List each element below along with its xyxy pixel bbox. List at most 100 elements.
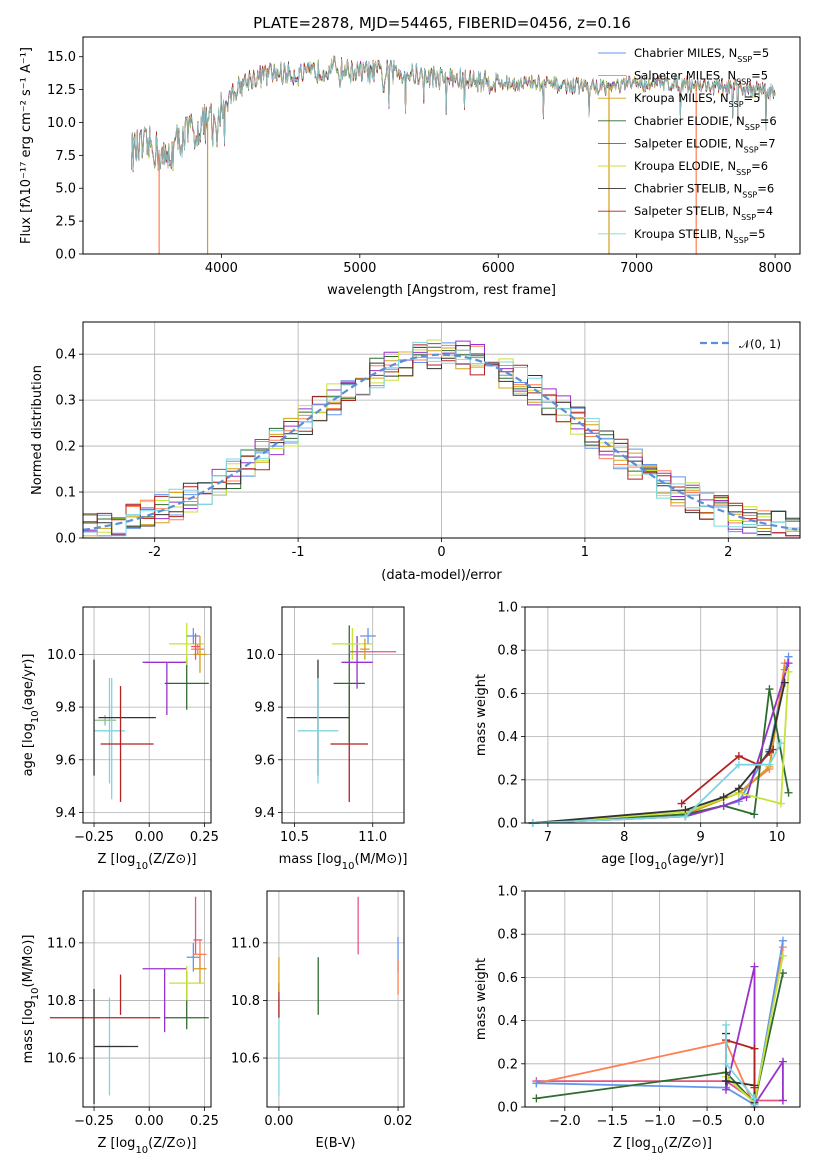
errorbar-point [169, 965, 205, 1001]
weight-marker [778, 1096, 787, 1105]
y-tick-label: 0.0 [497, 817, 518, 832]
legend-entry: Chabrier STELIB, NSSP=6 [634, 182, 774, 200]
weight-marker [750, 1083, 759, 1092]
x-tick-label: −0.25 [74, 1114, 114, 1129]
x-tick-label: 0.00 [264, 1114, 293, 1129]
chart-residuals: -2 -1 0 1 2 0.0 0.1 0.2 0.3 0.4 𝒩(0, 1) (data-model… [30, 321, 801, 583]
spectrum-lines [131, 55, 776, 254]
plot-area [131, 55, 776, 254]
weight-line-8 [681, 748, 774, 805]
x-tick-label: 11.0 [358, 830, 387, 845]
weight-line-6 [532, 671, 790, 824]
weight-marker [780, 678, 789, 687]
x-axis-label: mass [log10(M/M⊙)] [279, 852, 408, 872]
y-tick-label: 0.3 [55, 394, 76, 409]
y-tick-label: 12.5 [47, 83, 76, 98]
y-tick-label: 0.4 [497, 730, 518, 745]
errorbar-point [341, 635, 373, 689]
axes-frame [266, 890, 405, 1108]
x-tick-label: 7 [544, 830, 552, 845]
histogram-9 [83, 341, 800, 537]
plot-area [528, 652, 793, 827]
y-tick-label: 10.0 [246, 648, 275, 663]
x-axis-label: age [log10(age/yr)] [601, 852, 724, 872]
y-tick-label: 0.8 [497, 928, 518, 943]
y-tick-label: 11.0 [47, 936, 76, 951]
legend-entry: 𝒩(0, 1) [739, 337, 781, 351]
plot-area [83, 339, 800, 537]
grid [525, 890, 800, 1108]
weight-marker [750, 1044, 759, 1053]
y-tick-label: 9.8 [55, 701, 76, 716]
y-tick-label: 0.0 [55, 248, 76, 263]
y-tick-label: 0.4 [55, 348, 76, 363]
chart-spectrum: 4000 5000 6000 7000 8000 0.0 2.5 5.0 7.5 10.0 12.5… [19, 36, 801, 298]
plot-area [49, 896, 209, 1105]
chart-weight-vs-age: 7 8 9 10 0.0 0.2 0.4 0.6 0.8 1.0 age [log10(age/yr… [474, 601, 801, 872]
weight-marker [722, 1059, 731, 1068]
weight-marker [769, 745, 778, 754]
errorbar-point [360, 628, 376, 644]
weight-marker [765, 685, 774, 694]
y-tick-label: 1.0 [497, 601, 518, 616]
y-tick-label: 0.0 [55, 532, 76, 547]
spectrum-line-9 [131, 55, 776, 171]
errorbar-point [94, 678, 125, 784]
x-tick-label: 0.00 [135, 830, 164, 845]
legend-entry: Chabrier MILES, NSSP=5 [634, 46, 769, 64]
weight-marker [681, 812, 690, 821]
legend-entry: Kroupa ELODIE, NSSP=6 [634, 159, 768, 177]
y-axis-label: mass weight [474, 958, 489, 1040]
y-tick-label: 0.8 [497, 644, 518, 659]
weight-marker [776, 799, 785, 808]
legend-entry: Salpeter ELODIE, NSSP=7 [634, 136, 776, 154]
weight-marker [719, 801, 728, 810]
chart-age-vs-Z: −0.25 0.00 0.25 9.4 9.6 9.8 10.0 Z [log10(Z/Z⊙)… [21, 606, 219, 872]
x-tick-label: −1.0 [644, 1114, 676, 1129]
x-tick-label: 8000 [759, 261, 792, 276]
x-tick-label: 10 [769, 830, 786, 845]
y-tick-label: 10.8 [231, 994, 260, 1009]
axes-frame [82, 606, 212, 824]
y-tick-label: 9.4 [55, 806, 76, 821]
y-tick-label: 10.6 [231, 1052, 260, 1067]
errorbar-point [193, 939, 207, 969]
legend-entry: Kroupa MILES, NSSP=5 [634, 91, 760, 109]
y-tick-label: 0.0 [497, 1101, 518, 1116]
weight-marker [532, 1094, 541, 1103]
y-axis-label: Flux [fλ10⁻¹⁷ erg cm⁻² s⁻¹ A⁻¹] [19, 47, 34, 244]
weight-line-4 [532, 688, 790, 824]
weight-marker [532, 1079, 541, 1088]
x-tick-label: 0.00 [135, 1114, 164, 1129]
y-tick-label: 9.4 [254, 806, 275, 821]
plot-area [532, 936, 787, 1111]
chart-mass-vs-ebv: 0.00 0.02 10.6 10.8 11.0 E(B-V) [231, 890, 413, 1151]
errorbar-point [94, 715, 117, 726]
errorbar-point [332, 628, 373, 660]
x-axis-label: wavelength [Angstrom, rest frame] [327, 283, 556, 298]
x-axis-label: Z [log10(Z/Z⊙)] [98, 852, 197, 872]
weight-marker [784, 659, 793, 668]
y-tick-label: 0.6 [497, 687, 518, 702]
weight-marker [734, 784, 743, 793]
x-tick-label: −0.25 [74, 830, 114, 845]
weight-marker [750, 810, 759, 819]
errorbar-point [169, 622, 205, 665]
normal-curve [83, 353, 798, 531]
weight-marker [722, 1020, 731, 1029]
y-axis-label: mass [log10(M/M⊙)] [21, 935, 41, 1064]
chart-mass-vs-Z: −0.25 0.00 0.25 10.6 10.8 11.0 Z [log10(Z/Z⊙)]… [21, 890, 219, 1156]
weight-marker [734, 752, 743, 761]
axes-frame [82, 36, 801, 255]
y-tick-label: 9.6 [55, 753, 76, 768]
legend: 𝒩(0, 1) [700, 337, 781, 351]
figure-title: PLATE=2878, MJD=54465, FIBERID=0456, z=0… [253, 14, 631, 32]
errorbar-point [297, 678, 339, 784]
y-axis-label: mass weight [474, 674, 489, 756]
x-tick-label: 0 [437, 545, 445, 560]
weight-marker [784, 788, 793, 797]
legend-entry: Chabrier ELODIE, NSSP=6 [634, 114, 777, 132]
axes-frame [524, 606, 801, 824]
y-tick-label: 0.2 [497, 1057, 518, 1072]
